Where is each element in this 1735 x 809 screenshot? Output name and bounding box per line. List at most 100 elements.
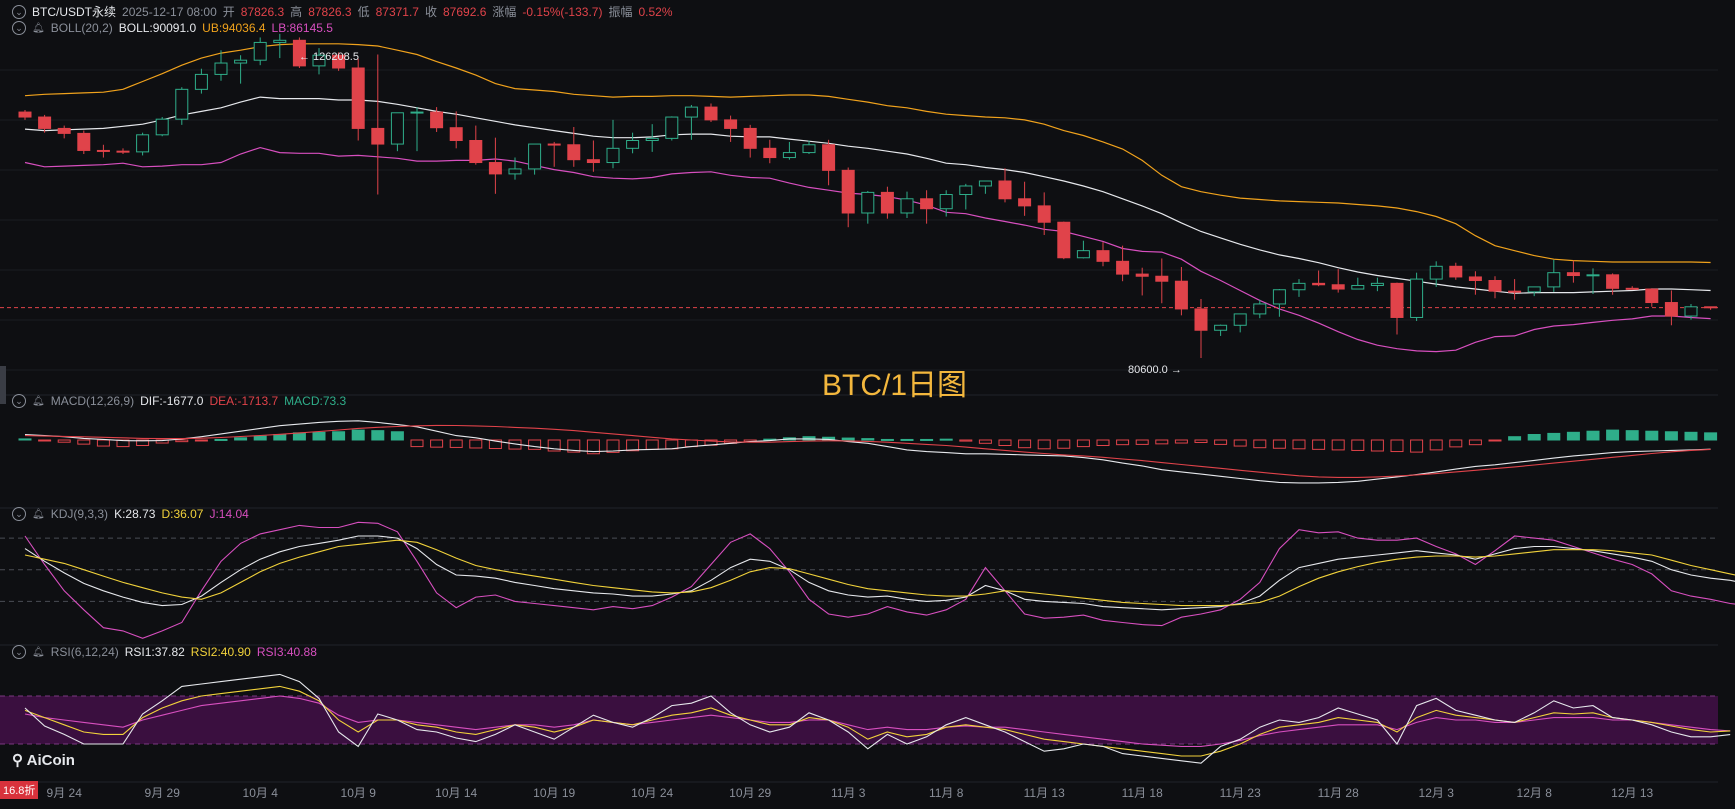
macd-bar xyxy=(371,430,385,441)
candle-body xyxy=(900,198,914,214)
rsi-name[interactable]: RSI(6,12,24) xyxy=(50,645,119,659)
candle-body xyxy=(1370,282,1384,286)
macd-dea-value: DEA:-1713.7 xyxy=(209,394,279,408)
close-value: 87692.6 xyxy=(443,4,487,19)
candle-body xyxy=(136,134,150,153)
macd-bar xyxy=(57,439,71,443)
kdj-name[interactable]: KDJ(9,3,3) xyxy=(50,507,109,521)
macd-bar xyxy=(1116,439,1130,446)
macd-bar xyxy=(665,439,679,450)
collapse-icon[interactable]: ⌄ xyxy=(12,645,26,659)
candle-body xyxy=(1076,250,1090,259)
macd-bar xyxy=(351,429,365,441)
candle-body xyxy=(586,159,600,164)
open-label: 开 xyxy=(222,5,235,19)
discount-badge[interactable]: 16.8折 xyxy=(0,781,39,799)
macd-bar xyxy=(880,438,894,441)
collapse-icon[interactable]: ⌄ xyxy=(12,21,26,35)
candle-body xyxy=(822,144,836,171)
candle-body xyxy=(332,54,346,69)
macd-bar xyxy=(136,439,150,446)
macd-bar xyxy=(292,432,306,441)
macd-bar xyxy=(1704,432,1718,441)
candle-body xyxy=(665,116,679,139)
macd-bar xyxy=(1508,436,1522,441)
macd-name[interactable]: MACD(12,26,9) xyxy=(50,394,135,408)
candle-body xyxy=(1253,303,1267,315)
x-axis-tick-label: 10月 19 xyxy=(533,786,575,800)
candle-body xyxy=(430,111,444,129)
collapse-icon[interactable]: ⌄ xyxy=(12,4,26,19)
candle-body xyxy=(841,169,855,214)
bell-icon[interactable]: 🔔︎ xyxy=(32,395,45,407)
macd-bar xyxy=(1547,432,1561,441)
collapse-icon[interactable]: ⌄ xyxy=(12,507,26,521)
aicoin-logo: ⚲ AiCoin xyxy=(12,751,75,769)
boll-ub-value: UB:94036.4 xyxy=(202,21,266,35)
macd-bar xyxy=(900,438,914,441)
kdj-j-value: J:14.04 xyxy=(209,507,249,521)
boll-name[interactable]: BOLL(20,2) xyxy=(50,21,113,35)
macd-bar xyxy=(528,439,542,450)
rsi1-value: RSI1:37.82 xyxy=(124,645,185,659)
bell-icon[interactable]: 🔔︎ xyxy=(32,508,45,520)
candle-body xyxy=(1468,276,1482,282)
candle-body xyxy=(1508,290,1522,293)
macd-bar xyxy=(1449,439,1463,448)
macd-bar xyxy=(1429,439,1443,451)
macd-bar xyxy=(626,439,640,452)
macd-bar xyxy=(1135,439,1149,445)
macd-bar xyxy=(547,439,561,452)
candle-body xyxy=(57,127,71,134)
x-axis-tick-label: 10月 24 xyxy=(631,786,673,800)
candle-body xyxy=(1174,280,1188,310)
candle-body xyxy=(253,41,267,61)
macd-bar xyxy=(1468,439,1482,446)
macd-bar xyxy=(1272,439,1286,449)
macd-bar xyxy=(1292,439,1306,450)
low-annotation: 80600.0 → xyxy=(1128,364,1182,376)
collapse-icon[interactable]: ⌄ xyxy=(12,394,26,408)
candle-body xyxy=(1116,260,1130,275)
macd-bar xyxy=(38,439,52,442)
rsi-legend: ⌄ 🔔︎ RSI(6,12,24) RSI1:37.82 RSI2:40.90 … xyxy=(12,645,317,659)
candle-body xyxy=(155,118,169,136)
bell-icon[interactable]: 🔔︎ xyxy=(32,22,45,34)
macd-bar xyxy=(155,439,169,444)
x-axis-tick-label: 12月 8 xyxy=(1517,786,1553,800)
candle-body xyxy=(978,180,992,187)
candle-body xyxy=(1331,284,1345,290)
candle-body xyxy=(1429,265,1443,280)
candle-body xyxy=(214,62,228,75)
macd-bar xyxy=(410,439,424,448)
boll-lb-value: LB:86145.5 xyxy=(271,21,333,35)
bell-icon[interactable]: 🔔︎ xyxy=(32,646,45,658)
candle-body xyxy=(1527,286,1541,293)
candle-body xyxy=(1272,289,1286,305)
candle-body xyxy=(273,39,287,43)
time-label: 2025-12-17 08:00 xyxy=(122,4,217,19)
candle-body xyxy=(626,140,640,149)
kdj-d-value: D:36.07 xyxy=(161,507,204,521)
boll-lower-line xyxy=(24,146,1711,353)
panel-toggle-handle[interactable] xyxy=(0,366,6,404)
macd-bar xyxy=(645,439,659,450)
candle-body xyxy=(567,144,581,161)
candle-body xyxy=(1625,287,1639,290)
macd-bar xyxy=(861,438,875,441)
pair-label[interactable]: BTC/USDT永续 xyxy=(32,5,117,19)
candle-body xyxy=(1488,280,1502,292)
macd-bar xyxy=(1194,439,1208,443)
macd-bar xyxy=(18,438,32,441)
macd-bar xyxy=(234,437,248,441)
macd-bar xyxy=(214,438,228,441)
candle-body xyxy=(1449,265,1463,278)
macd-bar xyxy=(96,439,110,447)
chart-watermark: BTC/1日图 xyxy=(822,369,968,402)
x-axis-tick-label: 11月 18 xyxy=(1122,786,1163,800)
candle-body xyxy=(351,67,365,129)
boll-mid-value: BOLL:90091.0 xyxy=(118,21,197,35)
macd-bar xyxy=(1351,439,1365,451)
boll-mid-line xyxy=(24,96,1711,294)
